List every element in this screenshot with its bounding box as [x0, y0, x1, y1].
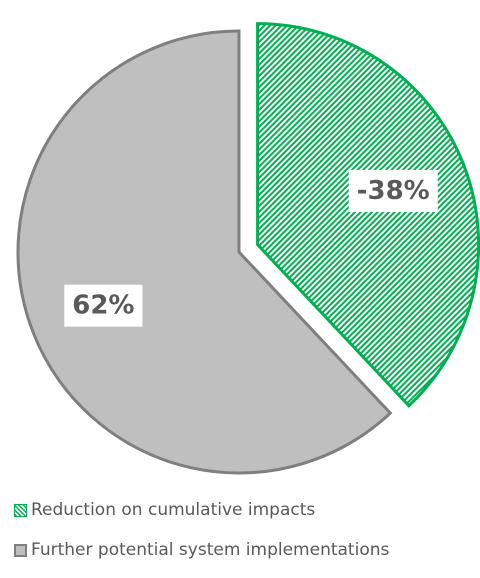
- slice-label-1: 62%: [64, 284, 143, 327]
- pie-slice-0: [256, 22, 480, 408]
- pie-chart: -38% 62%: [16, 22, 480, 475]
- legend-item-further: Further potential system implementations: [14, 538, 474, 562]
- slice-label-text-1: 62%: [72, 291, 134, 321]
- legend-swatch-further: [14, 543, 27, 557]
- pie-slice-1: [16, 29, 393, 475]
- legend-label-further: Further potential system implementations: [31, 540, 390, 560]
- slice-label-0: -38%: [348, 169, 438, 212]
- slice-label-text-0: -38%: [357, 176, 430, 206]
- slice-label-box-0: [348, 169, 438, 212]
- legend-swatch-reduction: [14, 503, 27, 517]
- legend: Reduction on cumulative impacts Further …: [14, 498, 474, 578]
- legend-item-reduction: Reduction on cumulative impacts: [14, 498, 474, 522]
- legend-label-reduction: Reduction on cumulative impacts: [31, 500, 316, 520]
- slice-label-box-1: [64, 284, 143, 327]
